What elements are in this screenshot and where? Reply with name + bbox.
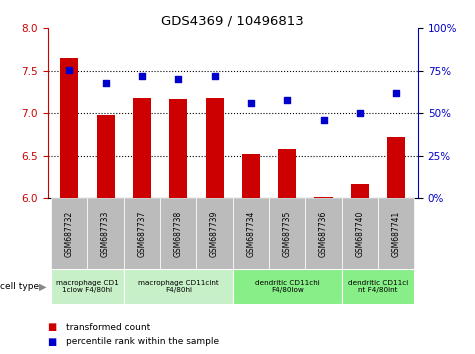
Text: GSM687736: GSM687736 (319, 210, 328, 257)
Text: GSM687740: GSM687740 (355, 210, 364, 257)
Bar (51, 198, 87, 269)
Point (320, 117, 327, 123)
Text: GSM687733: GSM687733 (101, 210, 110, 257)
Bar (160, 198, 197, 269)
Text: transformed count: transformed count (66, 323, 151, 332)
Text: GSM687734: GSM687734 (247, 210, 256, 257)
Bar (351, 184, 369, 198)
Bar (342, 269, 414, 304)
Text: GSM687739: GSM687739 (210, 210, 219, 257)
Bar (197, 198, 233, 269)
Point (174, 76, 182, 82)
Bar (269, 198, 305, 269)
Bar (124, 198, 160, 269)
Text: macrophage CD11cint
F4/80hi: macrophage CD11cint F4/80hi (138, 280, 218, 293)
Bar (133, 98, 151, 198)
Bar (342, 198, 378, 269)
Text: cell type: cell type (0, 282, 39, 291)
Bar (305, 198, 342, 269)
Bar (124, 269, 233, 304)
Bar (242, 154, 260, 198)
Text: GSM687732: GSM687732 (65, 211, 74, 257)
Point (284, 97, 291, 103)
Text: ■: ■ (48, 322, 57, 332)
Point (356, 110, 364, 116)
Text: GSM687741: GSM687741 (392, 211, 401, 257)
Bar (233, 198, 269, 269)
Bar (87, 198, 124, 269)
Bar (378, 198, 414, 269)
Bar (233, 269, 342, 304)
Text: percentile rank within the sample: percentile rank within the sample (66, 337, 219, 346)
Bar (206, 98, 224, 198)
Text: dendritic CD11chi
F4/80low: dendritic CD11chi F4/80low (255, 280, 320, 293)
Point (392, 90, 400, 96)
Text: ▶: ▶ (39, 282, 47, 292)
Bar (314, 196, 332, 198)
Point (247, 100, 255, 106)
Text: ■: ■ (48, 337, 57, 347)
Bar (60, 58, 78, 198)
Point (138, 73, 146, 79)
Point (102, 80, 109, 86)
Point (211, 73, 218, 79)
Text: dendritic CD11ci
nt F4/80int: dendritic CD11ci nt F4/80int (348, 280, 408, 293)
Bar (51, 269, 124, 304)
Bar (169, 99, 187, 198)
Title: GDS4369 / 10496813: GDS4369 / 10496813 (162, 14, 304, 27)
Point (66, 67, 73, 73)
Bar (387, 137, 405, 198)
Text: GSM687735: GSM687735 (283, 210, 292, 257)
Bar (96, 115, 114, 198)
Bar (278, 149, 296, 198)
Text: macrophage CD1
1clow F4/80hi: macrophage CD1 1clow F4/80hi (56, 280, 119, 293)
Text: GSM687737: GSM687737 (137, 210, 146, 257)
Text: GSM687738: GSM687738 (174, 211, 183, 257)
